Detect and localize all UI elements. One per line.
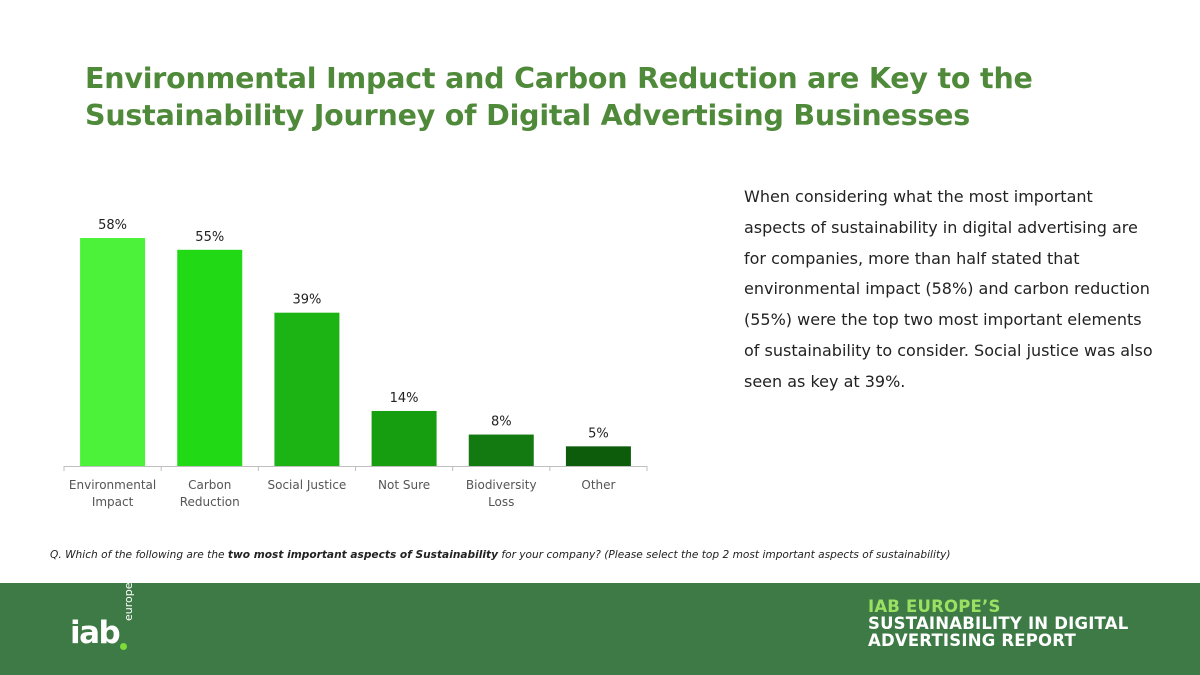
bar (80, 238, 146, 466)
bar (177, 249, 243, 466)
data-label: 5% (588, 426, 609, 441)
data-label: 8% (491, 415, 512, 430)
title-line-1: Environmental Impact and Carbon Reductio… (85, 62, 1033, 95)
footer-banner: iab europe IAB EUROPE’S SUSTAINABILITY I… (0, 583, 1200, 675)
category-label: Loss (488, 495, 514, 509)
page-title: Environmental Impact and Carbon Reductio… (85, 60, 1135, 134)
category-label: Social Justice (268, 478, 347, 492)
category-label: Impact (92, 495, 134, 509)
bar (274, 312, 340, 466)
logo-iab-text: iab (70, 615, 121, 651)
category-label: Carbon (188, 478, 231, 492)
title-line-2: Sustainability Journey of Digital Advert… (85, 99, 970, 132)
category-label: Reduction (180, 495, 240, 509)
report-title: IAB EUROPE’S SUSTAINABILITY IN DIGITAL A… (868, 598, 1128, 649)
data-label: 14% (390, 391, 419, 406)
category-label: Biodiversity (466, 478, 537, 492)
data-label: 55% (195, 230, 224, 245)
bar (468, 434, 534, 466)
category-label: Environmental (69, 478, 156, 492)
question-suffix: for your company? (Please select the top… (497, 549, 951, 561)
data-label: 39% (292, 293, 321, 308)
chart-description: When considering what the most important… (744, 187, 1153, 391)
category-label: Other (581, 478, 615, 492)
iab-europe-logo: iab europe (70, 583, 140, 653)
report-title-line-3: ADVERTISING REPORT (868, 631, 1076, 650)
question-emphasis: two most important aspects of Sustainabi… (227, 549, 498, 561)
question-prefix: Q. Which of the following are the (50, 549, 228, 561)
logo-europe-text: europe (122, 582, 135, 622)
bar-chart: 58% Environmental Impact 55% Carbon Reduction… (63, 218, 648, 509)
report-title-line-1: IAB EUROPE’S (868, 597, 1001, 616)
bar (565, 446, 631, 466)
category-label: Not Sure (378, 478, 430, 492)
report-title-line-2: SUSTAINABILITY IN DIGITAL (868, 614, 1129, 633)
data-label: 58% (98, 218, 127, 233)
bar (371, 410, 437, 466)
logo-dot-icon (120, 643, 127, 650)
survey-question: Q. Which of the following are the two mo… (50, 549, 1170, 561)
